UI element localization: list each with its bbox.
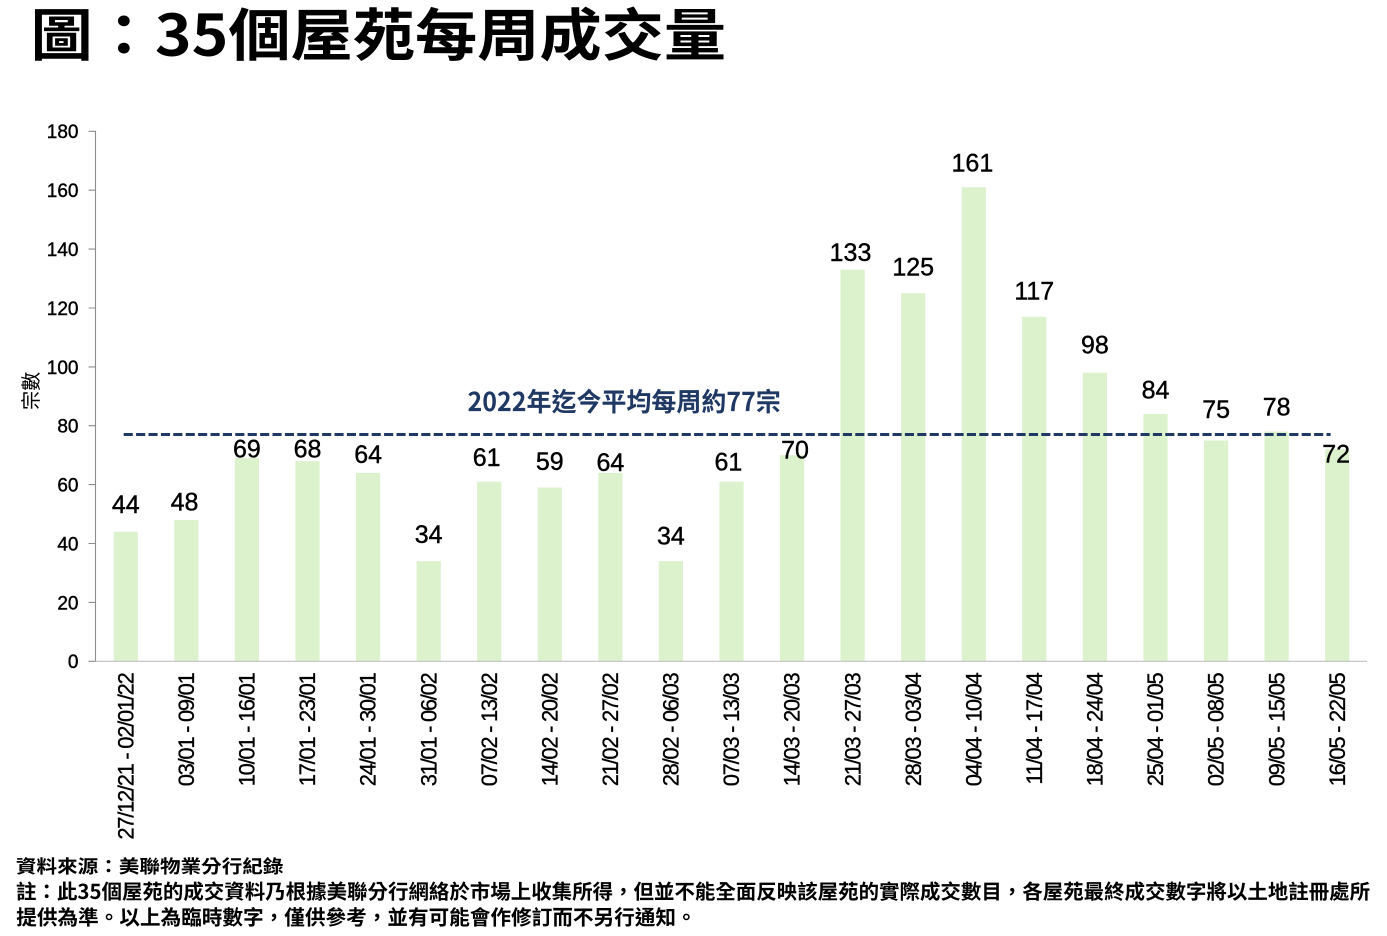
svg-text:28/03 - 03/04: 28/03 - 03/04 (901, 672, 926, 786)
svg-text:64: 64 (596, 449, 624, 477)
svg-text:69: 69 (233, 435, 261, 463)
svg-text:25/04 - 01/05: 25/04 - 01/05 (1143, 672, 1168, 786)
svg-text:27/12/21 - 02/01/22: 27/12/21 - 02/01/22 (113, 672, 138, 839)
svg-text:78: 78 (1263, 393, 1291, 421)
svg-text:07/03 - 13/03: 07/03 - 13/03 (719, 672, 744, 786)
svg-text:133: 133 (830, 239, 872, 267)
svg-text:24/01 - 30/01: 24/01 - 30/01 (356, 672, 381, 786)
svg-text:03/01 - 09/01: 03/01 - 09/01 (174, 672, 199, 786)
svg-text:02/05 - 08/05: 02/05 - 08/05 (1204, 672, 1229, 786)
svg-text:98: 98 (1081, 332, 1109, 360)
svg-text:180: 180 (47, 122, 79, 143)
svg-text:75: 75 (1202, 396, 1230, 424)
svg-text:161: 161 (952, 149, 994, 177)
svg-text:117: 117 (1014, 277, 1054, 305)
svg-text:140: 140 (47, 240, 79, 261)
svg-text:34: 34 (415, 521, 443, 549)
svg-text:17/01 - 23/01: 17/01 - 23/01 (295, 672, 320, 786)
svg-text:84: 84 (1142, 377, 1170, 405)
svg-text:09/05 - 15/05: 09/05 - 15/05 (1264, 672, 1289, 786)
svg-text:44: 44 (112, 491, 140, 519)
svg-text:18/04 - 24/04: 18/04 - 24/04 (1083, 672, 1108, 786)
svg-text:31/01 - 06/02: 31/01 - 06/02 (416, 672, 441, 786)
svg-text:60: 60 (57, 476, 78, 497)
svg-text:68: 68 (294, 435, 322, 463)
svg-text:10/01 - 16/01: 10/01 - 16/01 (235, 672, 260, 786)
svg-text:0: 0 (68, 652, 79, 673)
svg-text:61: 61 (714, 448, 742, 476)
svg-text:125: 125 (892, 253, 934, 281)
svg-text:20: 20 (57, 593, 78, 614)
svg-text:64: 64 (354, 441, 382, 469)
svg-text:120: 120 (47, 299, 79, 320)
svg-text:28/02 - 06/03: 28/02 - 06/03 (659, 672, 684, 786)
svg-text:72: 72 (1322, 441, 1350, 469)
svg-text:34: 34 (657, 522, 685, 550)
svg-text:48: 48 (171, 489, 199, 517)
svg-text:11/04 - 17/04: 11/04 - 17/04 (1022, 672, 1047, 784)
svg-text:160: 160 (47, 181, 79, 202)
svg-text:14/03 - 20/03: 14/03 - 20/03 (780, 672, 805, 786)
svg-text:80: 80 (57, 417, 78, 438)
svg-text:16/05 - 22/05: 16/05 - 22/05 (1325, 672, 1350, 786)
svg-text:100: 100 (47, 358, 79, 379)
svg-text:21/02 - 27/02: 21/02 - 27/02 (598, 672, 623, 786)
svg-text:70: 70 (781, 436, 809, 464)
svg-text:40: 40 (57, 534, 78, 555)
svg-text:61: 61 (473, 444, 501, 472)
svg-text:07/02 - 13/02: 07/02 - 13/02 (477, 672, 502, 786)
svg-text:14/02 - 20/02: 14/02 - 20/02 (537, 672, 562, 786)
svg-text:04/04 - 10/04: 04/04 - 10/04 (961, 672, 986, 786)
svg-text:59: 59 (536, 448, 564, 476)
svg-text:21/03 - 27/03: 21/03 - 27/03 (840, 672, 865, 786)
